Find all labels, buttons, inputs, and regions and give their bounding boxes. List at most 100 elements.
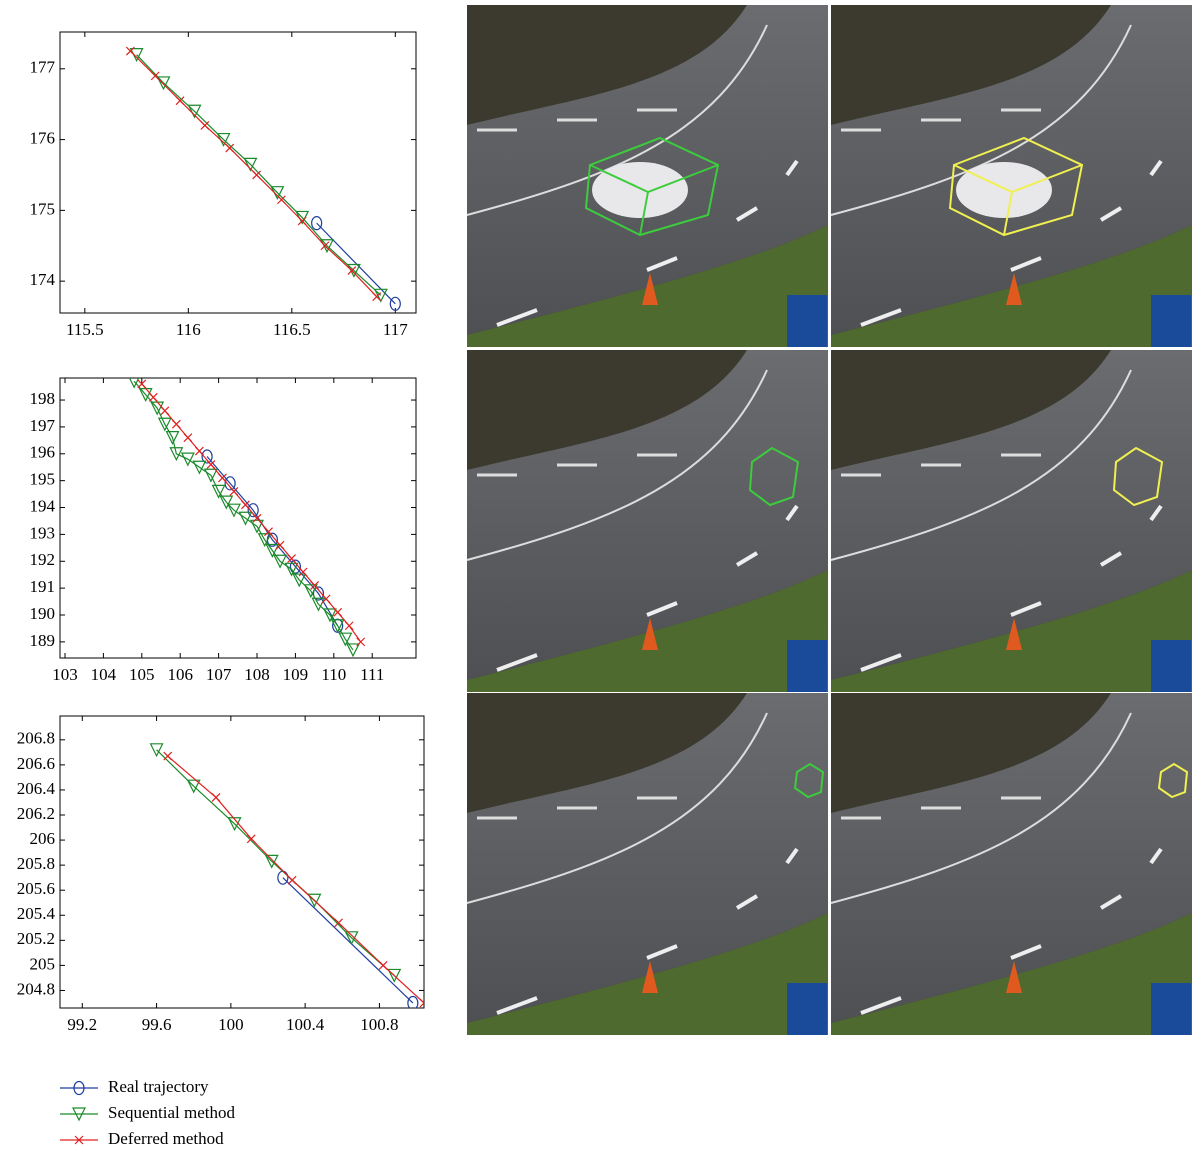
marker-x [229, 486, 239, 496]
legend-entry: Sequential method [60, 1103, 236, 1122]
y-tick-label: 204.8 [17, 979, 55, 998]
marker-triangle [284, 562, 299, 577]
series-line [282, 877, 414, 1004]
marker-triangle [219, 495, 234, 510]
x-tick-label: 111 [360, 665, 384, 684]
marker-x [277, 195, 286, 205]
plot: 115.5 116 116.5 117 174 175 176 177 [30, 31, 417, 339]
y-tick-label: 205.2 [17, 929, 55, 948]
marker-x [74, 1135, 84, 1145]
y-tick-label: 205.4 [17, 904, 56, 923]
marker-triangle [311, 597, 326, 612]
marker-triangle [203, 468, 218, 483]
marker-triangle [250, 519, 264, 534]
marker-triangle [226, 503, 241, 518]
marker-x [225, 143, 235, 153]
marker-triangle [157, 417, 172, 432]
x-tick-label: 109 [283, 665, 309, 684]
marker-x [333, 607, 343, 617]
marker-x [356, 637, 366, 647]
marker-circle [73, 1080, 85, 1096]
marker-x [287, 554, 296, 564]
marker-triangle [265, 543, 280, 558]
marker-triangle [307, 893, 322, 908]
photo [829, 691, 1194, 1037]
marker-x [287, 875, 297, 885]
series-group [128, 378, 366, 658]
photo [829, 348, 1194, 694]
legend-entry: Deferred method [60, 1129, 224, 1148]
marker-x [163, 751, 173, 761]
x-tick-label: 99.6 [142, 1015, 172, 1034]
x-tick-label: 104 [91, 665, 117, 684]
marker-circle [389, 296, 401, 311]
marker-x [372, 292, 382, 302]
x-tick-label: 108 [244, 665, 270, 684]
marker-x [297, 216, 307, 226]
marker-x [310, 581, 320, 590]
marker-circle [311, 216, 323, 231]
marker-x [264, 527, 273, 537]
marker-x [298, 567, 308, 577]
y-tick-label: 205.8 [17, 854, 55, 873]
plot: 103 104 105 106 107 108 109 110 111 189 190 191 192 1… [30, 377, 417, 684]
marker-x [344, 621, 354, 631]
marker-x [334, 918, 343, 928]
marker-triangle [169, 447, 184, 462]
x-tick-label: 99.2 [67, 1015, 97, 1034]
marker-triangle [192, 460, 207, 475]
marker-triangle [346, 643, 360, 658]
x-tick-label: 100.8 [360, 1015, 398, 1034]
marker-x [378, 960, 388, 970]
marker-circle [247, 503, 259, 518]
marker-circle [407, 995, 419, 1008]
marker-triangle [211, 484, 226, 499]
legend-label: Sequential method [108, 1103, 236, 1122]
marker-triangle [273, 554, 288, 569]
marker-triangle [72, 1107, 86, 1122]
marker-x [125, 46, 135, 56]
marker-x [218, 473, 227, 483]
legend-entry: Real trajectory [60, 1077, 209, 1096]
y-tick-label: 175 [30, 199, 56, 218]
x-tick-label: 107 [206, 665, 232, 684]
marker-circle [289, 559, 302, 574]
marker-triangle [323, 608, 337, 623]
series-line [156, 749, 395, 976]
marker-triangle [387, 968, 402, 983]
x-tick-label: 105 [129, 665, 155, 684]
series-line [136, 54, 382, 296]
plot-frame [59, 31, 417, 314]
marker-x [252, 513, 262, 523]
x-tick-label: 103 [52, 665, 78, 684]
plot-frame [59, 377, 417, 659]
marker-triangle [346, 263, 361, 278]
legend-label: Deferred method [108, 1129, 224, 1148]
photo [465, 691, 830, 1037]
marker-x [252, 170, 262, 180]
marker-triangle [257, 533, 272, 548]
marker-triangle [238, 511, 253, 526]
marker-circle [201, 449, 213, 464]
x-tick-label: 100.4 [286, 1015, 325, 1034]
x-tick-label: 110 [321, 665, 346, 684]
marker-x [246, 834, 256, 844]
y-tick-label: 196 [30, 443, 56, 462]
marker-x [419, 998, 424, 1008]
marker-x [241, 500, 250, 510]
marker-x [171, 419, 181, 429]
y-tick-label: 190 [30, 604, 56, 623]
marker-triangle [186, 779, 201, 794]
marker-triangle [180, 452, 195, 467]
x-tick-label: 116 [176, 320, 201, 339]
marker-x [183, 433, 193, 443]
y-tick-label: 177 [30, 58, 56, 77]
marker-triangle [128, 378, 140, 389]
marker-x [275, 540, 285, 550]
y-tick-label: 195 [30, 470, 56, 489]
legend-label: Real trajectory [108, 1077, 209, 1096]
series-group [149, 743, 424, 1008]
x-tick-label: 115.5 [66, 320, 104, 339]
marker-x [211, 793, 221, 802]
marker-triangle [165, 431, 180, 445]
